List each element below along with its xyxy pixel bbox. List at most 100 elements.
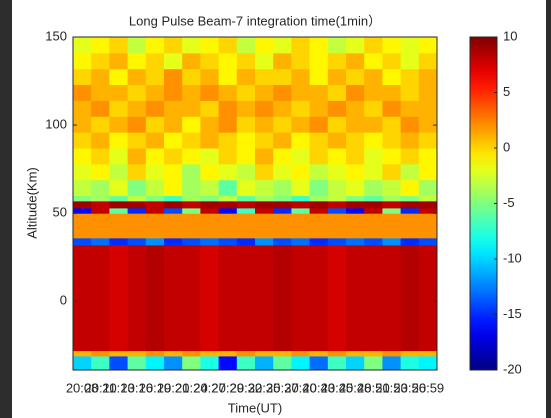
heatmap-cell xyxy=(200,355,220,371)
heatmap-cell xyxy=(73,132,92,149)
heatmap-cell xyxy=(418,37,438,54)
colorbar-tick-label: -5 xyxy=(503,195,515,210)
heatmap-cell xyxy=(364,163,383,181)
heatmap-cell xyxy=(327,37,347,54)
heatmap-cell xyxy=(291,100,311,117)
heatmap-cell xyxy=(236,213,256,239)
heatmap-cell xyxy=(164,179,183,197)
heatmap-cell xyxy=(91,148,110,165)
heatmap-cell xyxy=(255,116,274,133)
heatmap-cell xyxy=(109,355,129,371)
heatmap-cell xyxy=(218,84,238,101)
heatmap-cell xyxy=(73,68,92,86)
heatmap-cell xyxy=(255,179,274,197)
heatmap-cell xyxy=(145,195,165,202)
heatmap-cell xyxy=(309,116,329,133)
heatmap-cell xyxy=(273,244,292,352)
heatmap-cell xyxy=(218,37,238,54)
heatmap-cell xyxy=(382,52,402,70)
heatmap-cell xyxy=(127,68,147,86)
heatmap-cell xyxy=(400,132,420,149)
heatmap-cell xyxy=(291,37,311,54)
heatmap-cell xyxy=(255,207,274,214)
heatmap-cell xyxy=(400,355,420,371)
heatmap-cell xyxy=(91,100,110,117)
heatmap-cell xyxy=(400,207,420,214)
heatmap-cell xyxy=(218,237,238,246)
heatmap-cell xyxy=(291,195,311,202)
heatmap-cell xyxy=(73,200,92,209)
heatmap-cell xyxy=(273,100,292,117)
heatmap-cell xyxy=(273,237,292,246)
heatmap-cell xyxy=(91,350,110,357)
heatmap-cell xyxy=(73,213,92,239)
heatmap-cell xyxy=(255,100,274,117)
y-tick-label: 150 xyxy=(45,28,67,43)
heatmap-cell xyxy=(127,148,147,165)
heatmap-cell xyxy=(382,237,402,246)
heatmap-cell xyxy=(73,350,92,357)
heatmap-cell xyxy=(236,163,256,181)
heatmap-cell xyxy=(346,132,365,149)
colorbar-tick-label: -20 xyxy=(503,361,522,376)
x-tick-label: 20:24 xyxy=(175,380,208,395)
heatmap-cell xyxy=(91,84,110,101)
heatmap-cell xyxy=(418,207,438,214)
heatmap-cell xyxy=(418,116,438,133)
x-tick-label: 20:13 xyxy=(102,380,135,395)
heatmap-cell xyxy=(346,37,365,54)
heatmap-cell xyxy=(364,132,383,149)
heatmap-cell xyxy=(127,132,147,149)
heatmap-cell xyxy=(382,84,402,101)
colorbar xyxy=(469,36,498,371)
heatmap-cell xyxy=(109,237,129,246)
x-tick-label: 20:59 xyxy=(412,380,445,395)
heatmap-cell xyxy=(91,237,110,246)
x-tick-label: 20:53 xyxy=(375,380,408,395)
colorbar-tick-label: 10 xyxy=(503,28,517,43)
heatmap-cell xyxy=(309,207,329,214)
heatmap-cell xyxy=(255,132,274,149)
heatmap-cell xyxy=(309,244,329,352)
heatmap-cell xyxy=(273,37,292,54)
heatmap-cell xyxy=(145,52,165,70)
heatmap-cell xyxy=(218,100,238,117)
heatmap-cell xyxy=(145,237,165,246)
heatmap-cell xyxy=(109,163,129,181)
heatmap-cell xyxy=(164,68,183,86)
heatmap-cell xyxy=(382,207,402,214)
heatmap-cell xyxy=(309,237,329,246)
heatmap-cell xyxy=(236,244,256,352)
heatmap-cell xyxy=(164,350,183,357)
x-tick-label: 20:21 xyxy=(157,380,190,395)
heatmap-cell xyxy=(309,52,329,70)
heatmap-cell xyxy=(327,179,347,197)
heatmap-cell xyxy=(109,207,129,214)
heatmap-cell xyxy=(91,207,110,214)
heatmap-cell xyxy=(418,195,438,202)
heatmap-cell xyxy=(273,200,292,209)
colorbar-tick-label: 0 xyxy=(503,139,510,154)
heatmap-cell xyxy=(218,213,238,239)
heatmap-cell xyxy=(91,37,110,54)
heatmap-cell xyxy=(291,355,311,371)
heatmap-cell xyxy=(255,52,274,70)
heatmap-cell xyxy=(127,52,147,70)
heatmap-cell xyxy=(73,207,92,214)
heatmap-cell xyxy=(91,116,110,133)
heatmap-cell xyxy=(255,200,274,209)
heatmap-cell xyxy=(273,195,292,202)
heatmap-cell xyxy=(145,179,165,197)
heatmap-cell xyxy=(218,355,238,371)
heatmap-cell xyxy=(145,355,165,371)
heatmap-cell xyxy=(291,163,311,181)
heatmap-cell xyxy=(73,179,92,197)
heatmap-cell xyxy=(73,37,92,54)
heatmap-cell xyxy=(418,100,438,117)
heatmap-cell xyxy=(236,84,256,101)
heatmap-cell xyxy=(73,116,92,133)
heatmap-cell xyxy=(273,84,292,101)
heatmap-cell xyxy=(291,116,311,133)
heatmap-cell xyxy=(164,52,183,70)
heatmap-cell xyxy=(200,132,220,149)
